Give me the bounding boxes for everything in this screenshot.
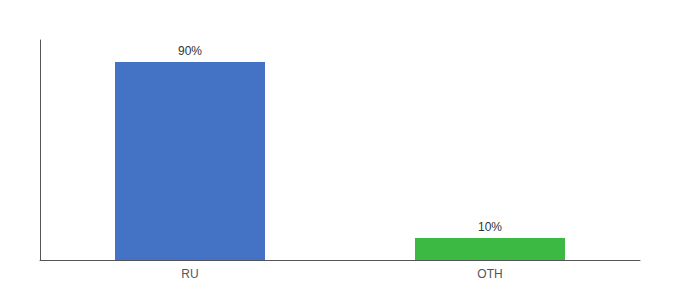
- svg-text:OTH: OTH: [477, 267, 502, 281]
- svg-text:10%: 10%: [478, 220, 502, 234]
- svg-text:RU: RU: [181, 267, 198, 281]
- svg-text:90%: 90%: [178, 44, 202, 58]
